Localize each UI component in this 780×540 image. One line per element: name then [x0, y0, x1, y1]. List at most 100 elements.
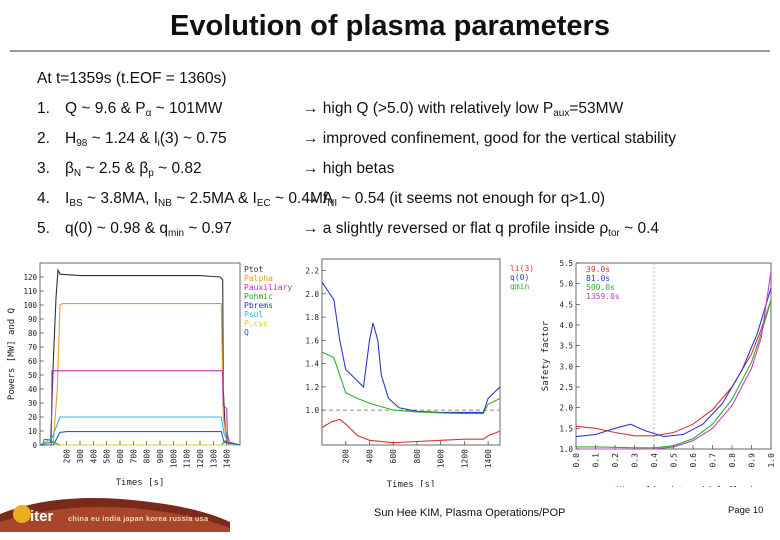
bullet-right-text: → improved confinement, good for the ver…: [303, 130, 677, 147]
legend-entry: 39.0s: [586, 265, 610, 274]
series-line-psol: [39, 416, 241, 446]
bullet-number: 1.: [37, 100, 50, 117]
series-line-ptot: [39, 267, 241, 446]
bullet-item-5: 5. q(0) ~ 0.98 & qmin ~ 0.97 → a slightly…: [37, 214, 772, 244]
series-line-q0: [321, 281, 501, 413]
x-tick-label: 900: [156, 449, 165, 464]
x-tick-label: 1300: [209, 449, 218, 468]
legend-entry: qmin: [510, 282, 529, 291]
slide-title: Evolution of plasma parameters: [170, 10, 610, 42]
bullet-left-text: βN ~ 2.5 & βp ~ 0.82: [65, 160, 202, 179]
power-chart: 200 300 400 500 600 700 800 900 1000 1100 1200 1300…: [7, 262, 292, 487]
iter-logo: [0, 498, 230, 532]
logo-tagline: china eu india japan korea russia usa: [68, 514, 209, 523]
y-tick-label: 100: [23, 301, 37, 310]
x-tick-label: 0.4: [650, 453, 659, 468]
bullet-right-text: → high betas: [303, 160, 395, 177]
series-line-810s: [575, 287, 772, 438]
safety-factor-chart: 0.0 0.1 0.2 0.3 0.4 0.5 0.6 0.7 0.8 0.9 1.0 1.0 1.5 2…: [541, 259, 776, 487]
bullet-right-text: → fNI ~ 0.54 (it seems not enough for q>…: [303, 190, 606, 209]
y-tick-label: 3.5: [559, 342, 573, 351]
x-tick-label: 800: [143, 449, 152, 464]
bullet-number: 5.: [37, 220, 50, 237]
bullet-left-text: H98 ~ 1.24 & li(3) ~ 0.75: [65, 130, 227, 149]
x-axis-label: Times [s]: [116, 478, 165, 487]
x-tick-label: 0.1: [592, 453, 601, 468]
bullet-list: At t=1359s (t.EOF = 1360s) 1. Q ~ 9.6 & P…: [37, 64, 772, 244]
q-li-chart: 200 400 600 800 1000 1200 1400 1.0 1.2 1.4 1.6 1.8 2…: [305, 258, 534, 487]
x-tick-label: 700: [129, 449, 138, 464]
bullet-item-2: 2. H98 ~ 1.24 & li(3) ~ 0.75 → improved c…: [37, 124, 772, 154]
plot-frame: [39, 262, 241, 446]
x-axis-label: Times [s]: [387, 480, 436, 487]
x-tick-label: 0.3: [631, 453, 640, 468]
y-tick-label: 1.2: [305, 383, 319, 392]
logo-text: iter: [30, 508, 54, 525]
legend-entry: li(3): [510, 264, 534, 273]
x-tick-label: 1200: [196, 449, 205, 468]
x-tick-label: 400: [89, 449, 98, 464]
y-tick-label: 4.0: [559, 321, 573, 330]
x-tick-label: 0.5: [670, 453, 679, 468]
bullet-number: 2.: [37, 130, 50, 147]
legend-entry: Q: [244, 328, 249, 337]
legend-entry: Pohmic: [244, 292, 273, 301]
x-tick-label: 1200: [460, 449, 469, 468]
bullet-number: 4.: [37, 190, 50, 207]
x-tick-label: 0.0: [572, 453, 581, 468]
series-line-qmin: [321, 351, 501, 415]
bullet-item-4: 4. IBS ~ 3.8MA, INB ~ 2.5MA & IEC ~ 0.4MA…: [37, 184, 772, 214]
legend-entry: 500.0s: [586, 283, 615, 292]
x-axis-label: sqrt(Normalized toroidal flux): [592, 486, 755, 487]
y-tick-label: 10: [28, 427, 38, 436]
y-axis-label: Safety factor: [541, 320, 551, 391]
x-tick-label: 600: [389, 449, 398, 464]
y-tick-label: 20: [28, 413, 38, 422]
series-line-palpha: [39, 303, 241, 446]
bullet-item-3: 3. βN ~ 2.5 & βp ~ 0.82 → high betas: [37, 154, 772, 184]
y-tick-label: 30: [28, 399, 38, 408]
plot-frame: [321, 258, 501, 446]
x-tick-label: 500: [103, 449, 112, 464]
y-tick-label: 120: [23, 273, 37, 282]
y-tick-label: 40: [28, 385, 38, 394]
legend-entry: q(0): [510, 273, 529, 282]
x-tick-label: 800: [413, 449, 422, 464]
series-line-13590s: [576, 271, 772, 450]
y-tick-label: 1.0: [305, 406, 319, 415]
y-tick-label: 1.6: [305, 336, 319, 345]
y-axis-label: Powers [MW] and Q: [7, 308, 17, 400]
footer-author: Sun Hee KIM, Plasma Operations/POP: [374, 507, 566, 519]
x-tick-label: 0.8: [728, 453, 737, 468]
x-tick-label: 1000: [169, 449, 178, 468]
x-tick-label: 1.0: [767, 453, 776, 468]
x-tick-label: 400: [365, 449, 374, 464]
series-line-5000s: [576, 300, 772, 449]
bullet-right-text: → high Q (>5.0) with relatively low Paux…: [303, 100, 624, 119]
bullet-number: 3.: [37, 160, 50, 177]
bullet-left-text: IBS ~ 3.8MA, INB ~ 2.5MA & IEC ~ 0.4MA: [65, 190, 334, 209]
series-line-li3: [321, 418, 501, 444]
y-tick-label: 1.0: [559, 445, 573, 454]
title-divider: [10, 50, 770, 52]
series-line-390s: [575, 300, 772, 437]
series-line-pauxiliary: [40, 370, 241, 446]
intro-line: At t=1359s (t.EOF = 1360s): [37, 70, 227, 87]
bullet-left-text: q(0) ~ 0.98 & qmin ~ 0.97: [65, 220, 232, 239]
x-tick-label: 200: [63, 449, 72, 464]
x-tick-label: 1100: [183, 449, 192, 468]
y-tick-label: 80: [28, 329, 38, 338]
y-tick-label: 110: [23, 287, 37, 296]
legend-entry: 81.0s: [586, 274, 610, 283]
y-tick-label: 2.5: [559, 383, 573, 392]
y-tick-label: 3.0: [559, 362, 573, 371]
bullet-item-1: 1. Q ~ 9.6 & Pα ~ 101MW → high Q (>5.0) w…: [37, 94, 772, 124]
bullet-right-text: → a slightly reversed or flat q profile …: [303, 220, 660, 239]
x-tick-label: 300: [76, 449, 85, 464]
series-line-pohmic: [40, 438, 240, 446]
x-tick-label: 1400: [484, 449, 493, 468]
legend-entry: Ptot: [244, 265, 263, 274]
y-tick-label: 1.5: [559, 424, 573, 433]
x-tick-label: 200: [342, 449, 351, 464]
y-tick-label: 60: [28, 357, 38, 366]
